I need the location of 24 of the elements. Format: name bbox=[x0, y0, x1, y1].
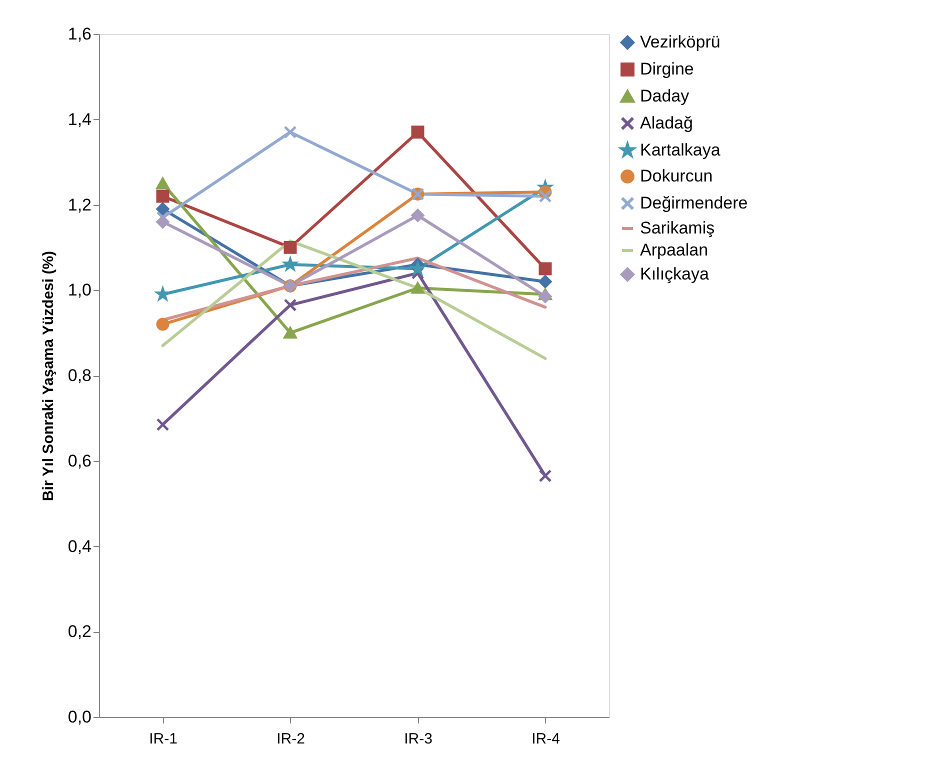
legend-label: Değirmendere bbox=[640, 194, 748, 212]
x-tick-label: IR-3 bbox=[404, 730, 432, 748]
y-tick-label: 0,0 bbox=[68, 708, 92, 726]
y-axis-title: Bir Yıl Sonraki Yaşama Yüzdesi (%) bbox=[40, 250, 57, 502]
legend-label: Sarikamiş bbox=[640, 218, 715, 238]
legend-label: Vezirköprü bbox=[640, 32, 720, 52]
x-tick-label: IR-2 bbox=[276, 730, 305, 748]
legend-label: Dokurcun bbox=[640, 166, 713, 186]
y-tick-label: 1,6 bbox=[68, 24, 92, 44]
y-tick-label: 0,4 bbox=[68, 536, 92, 556]
legend-label: Daday bbox=[640, 86, 690, 106]
y-tick-label: 1,2 bbox=[68, 195, 92, 214]
x-tick-label: IR-4 bbox=[532, 730, 560, 748]
legend-label: Dirgine bbox=[640, 60, 694, 78]
legend-label: Aladağ bbox=[640, 114, 693, 132]
y-tick-label: 0,6 bbox=[68, 451, 92, 470]
legend-label: Arpaalan bbox=[640, 240, 708, 260]
legend-label: Kılıçkaya bbox=[640, 264, 710, 284]
y-tick-label: 0,8 bbox=[68, 366, 92, 385]
y-tick-label: 1,0 bbox=[68, 280, 92, 300]
legend-label: Kartalkaya bbox=[640, 140, 721, 160]
x-tick-label: IR-1 bbox=[149, 730, 178, 748]
y-tick-label: 1,4 bbox=[68, 110, 92, 129]
y-tick-label: 0,2 bbox=[68, 622, 92, 642]
